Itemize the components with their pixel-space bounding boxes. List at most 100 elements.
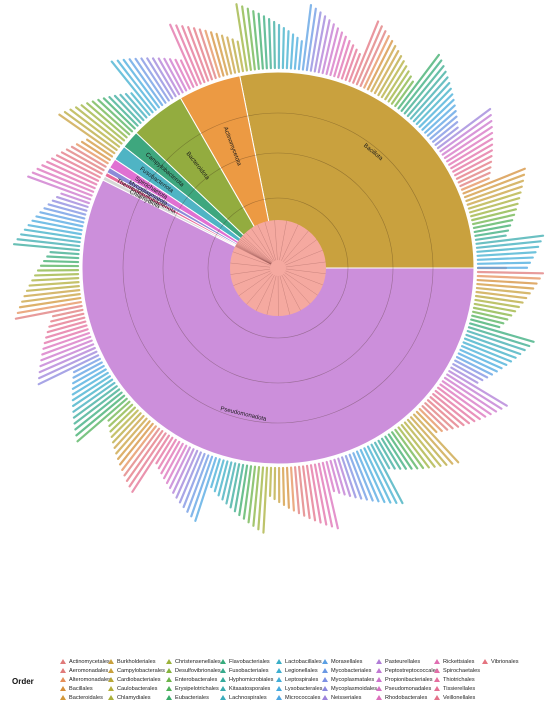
legend-label: Christensenellales xyxy=(175,659,221,665)
leaf-label xyxy=(16,300,83,315)
leaf-label xyxy=(337,39,351,79)
leaf-label xyxy=(60,192,90,205)
leaf-label xyxy=(476,274,541,280)
leaf-label xyxy=(155,436,174,465)
leaf-label xyxy=(317,462,334,528)
leaf-label xyxy=(455,355,494,376)
legend-title: Order xyxy=(12,677,34,686)
triangle-icon xyxy=(376,659,382,664)
leaf-label xyxy=(455,160,493,180)
leaf-label xyxy=(235,3,248,72)
legend-item-erysipelotrichales: Erysipelotrichales xyxy=(166,686,219,693)
branch xyxy=(257,224,275,261)
leaf-label xyxy=(281,26,285,70)
branch xyxy=(281,224,299,261)
leaf-label xyxy=(387,70,410,103)
leaf-label xyxy=(439,114,492,153)
leaf-label xyxy=(49,250,80,256)
leaf-label xyxy=(160,440,181,475)
triangle-icon xyxy=(60,659,66,664)
leaf-label xyxy=(463,337,517,359)
leaf-label xyxy=(168,446,191,490)
leaf-label xyxy=(370,44,397,93)
legend-item-cardiobacteriales: Cardiobacteriales xyxy=(108,677,161,684)
leaf-label xyxy=(74,106,123,145)
legend-label: Rhodobacterales xyxy=(385,695,428,701)
leaf-label xyxy=(72,378,114,408)
leaf-label xyxy=(172,448,195,494)
triangle-icon xyxy=(322,677,328,682)
triangle-icon xyxy=(60,677,66,682)
leaf-label xyxy=(436,107,492,150)
legend-label: Lactobacillales xyxy=(285,659,322,665)
branch xyxy=(238,240,272,264)
root-node xyxy=(230,220,326,316)
leaf-label xyxy=(454,155,493,177)
legend-label: Alteromonadales xyxy=(69,677,111,683)
branch xyxy=(283,273,311,304)
leaf-label xyxy=(285,30,290,70)
guide-circle xyxy=(207,197,349,339)
leaf-label-ring xyxy=(12,3,545,534)
leaf-label xyxy=(121,425,157,471)
leaf-label xyxy=(476,256,534,261)
branch xyxy=(235,246,271,265)
leaf-label xyxy=(465,179,525,203)
legend-item-mycobacteriales: Mycobacteriales xyxy=(322,668,371,675)
leaf-label xyxy=(366,39,394,91)
branch xyxy=(235,245,272,265)
branch xyxy=(281,274,301,311)
leaf-label xyxy=(48,316,86,328)
leaf-label xyxy=(459,348,503,370)
leaf-label xyxy=(289,466,295,512)
branch xyxy=(240,237,272,264)
leaf-label xyxy=(71,371,109,396)
leaf-label xyxy=(476,245,540,253)
leaf-label xyxy=(325,27,340,76)
leaf-label xyxy=(23,228,82,240)
leaf-label xyxy=(91,100,131,136)
leaf-label xyxy=(165,444,188,485)
leaf-label xyxy=(431,121,459,143)
leaf-label xyxy=(72,381,116,413)
leaf-label xyxy=(466,185,523,206)
leaf-label xyxy=(108,403,134,428)
branch xyxy=(264,221,277,261)
legend-item-rickettsiales: Rickettsiales xyxy=(434,659,474,666)
leaf-label xyxy=(437,386,481,421)
leaf-label xyxy=(384,435,407,470)
triangle-icon xyxy=(166,686,172,691)
leaf-label xyxy=(471,208,517,222)
leaf-label xyxy=(469,322,535,343)
leaf-label xyxy=(231,38,241,73)
leaf-label xyxy=(257,12,264,70)
branch xyxy=(279,275,291,315)
leaf-label xyxy=(403,421,442,467)
leaf-label xyxy=(39,211,85,224)
leaf-label xyxy=(72,361,103,379)
legend-label: Eubacteriales xyxy=(175,695,209,701)
branch xyxy=(246,273,273,305)
legend-label: Veillonellales xyxy=(443,695,476,701)
leaf-label xyxy=(429,396,465,427)
branch xyxy=(233,270,271,286)
legend-label: Actinomycetales xyxy=(69,659,110,665)
leaf-label xyxy=(476,282,535,290)
legend-item-pseudomonadales: Pseudomonadales xyxy=(376,686,431,693)
leaf-label xyxy=(175,449,199,499)
leaf-label xyxy=(470,318,501,329)
leaf-label xyxy=(289,33,295,70)
leaf-label xyxy=(473,302,517,313)
leaf-label xyxy=(27,175,92,201)
leaf-label xyxy=(28,281,80,287)
leaf-label xyxy=(363,447,392,504)
leaf-label xyxy=(175,24,202,85)
leaf-label xyxy=(31,277,80,282)
leaf-label xyxy=(210,458,221,489)
leaf-label xyxy=(309,11,322,72)
leaf-label xyxy=(204,29,221,78)
branch xyxy=(255,275,275,311)
legend-label: Desulfovibrionales xyxy=(175,668,221,674)
legend-item-legionellales: Legionellales xyxy=(276,668,318,675)
leaf-label xyxy=(110,60,154,114)
